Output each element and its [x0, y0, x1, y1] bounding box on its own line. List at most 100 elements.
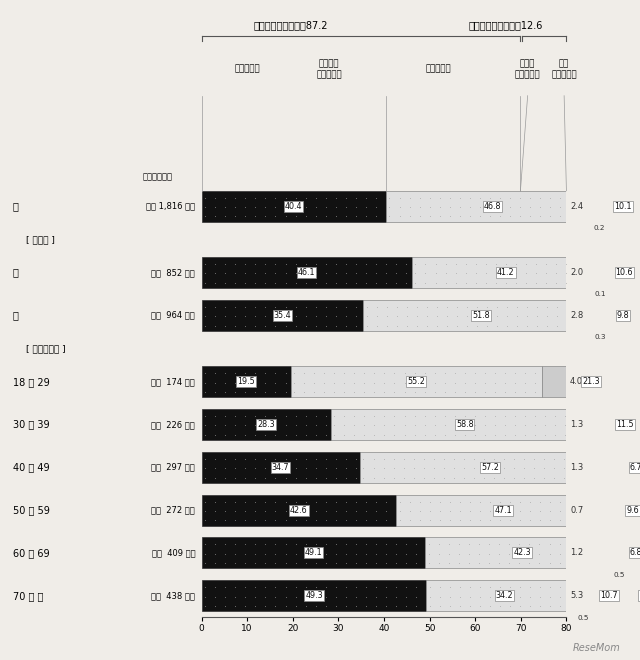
Text: 50 ～ 59: 50 ～ 59 — [13, 505, 50, 515]
Bar — [600, 257, 640, 288]
Text: 数（ 1,816 人）: 数（ 1,816 人） — [146, 202, 195, 211]
Text: ReseMom: ReseMom — [573, 644, 621, 653]
Text: 総: 総 — [13, 201, 19, 211]
Text: 9.8: 9.8 — [616, 311, 629, 320]
Text: 46.1: 46.1 — [298, 268, 316, 277]
Bar — [202, 191, 386, 222]
Text: [ 　性　 ]: [ 性 ] — [26, 235, 54, 244]
Text: 5.3: 5.3 — [639, 591, 640, 600]
Text: 46.8: 46.8 — [484, 202, 501, 211]
Bar — [412, 257, 600, 288]
Text: 1.3: 1.3 — [570, 463, 583, 472]
Text: 34.2: 34.2 — [495, 591, 513, 600]
Bar — [542, 366, 639, 397]
Text: 10.1: 10.1 — [614, 202, 632, 211]
Text: 60 ～ 69: 60 ～ 69 — [13, 548, 49, 558]
Bar — [621, 537, 640, 568]
Text: 2.8: 2.8 — [570, 311, 583, 320]
Bar — [202, 495, 396, 525]
Text: 0.3: 0.3 — [594, 334, 605, 340]
Text: 歳（  226 人）: 歳（ 226 人） — [152, 420, 195, 429]
Text: わからない: わからない — [426, 65, 452, 74]
Text: 男: 男 — [13, 267, 19, 278]
Text: 40.4: 40.4 — [285, 202, 303, 211]
Text: [ 　年　齢　 ]: [ 年 齢 ] — [26, 344, 65, 353]
Text: 関心がない〈小計〉12.6: 関心がない〈小計〉12.6 — [468, 20, 543, 30]
Text: 2.4: 2.4 — [570, 202, 583, 211]
Bar — [634, 580, 640, 611]
Bar — [600, 191, 640, 222]
Text: 49.1: 49.1 — [305, 548, 323, 558]
Bar — [363, 300, 599, 331]
Text: 19.5: 19.5 — [237, 377, 255, 386]
Text: 34.7: 34.7 — [272, 463, 289, 472]
Bar — [599, 409, 640, 440]
Text: 42.3: 42.3 — [513, 548, 531, 558]
Text: 0.1: 0.1 — [594, 291, 605, 298]
Bar — [396, 495, 611, 525]
Text: 55.2: 55.2 — [408, 377, 426, 386]
Text: 58.8: 58.8 — [456, 420, 474, 429]
Bar — [202, 300, 363, 331]
Bar — [202, 452, 360, 482]
Bar — [621, 452, 640, 482]
Text: 70 歳 以: 70 歳 以 — [13, 591, 43, 601]
Text: あまり
関心がない: あまり 関心がない — [515, 59, 540, 79]
Text: 歳（  174 人）: 歳（ 174 人） — [152, 377, 195, 386]
Text: 2.0: 2.0 — [570, 268, 583, 277]
Text: 18 ～ 29: 18 ～ 29 — [13, 377, 49, 387]
Bar — [202, 580, 426, 611]
Text: 歳（  272 人）: 歳（ 272 人） — [152, 506, 195, 515]
Bar — [426, 537, 618, 568]
Text: 6.7: 6.7 — [630, 463, 640, 472]
Text: 全く
関心がない: 全く 関心がない — [551, 59, 577, 79]
Text: 41.2: 41.2 — [497, 268, 515, 277]
Text: 47.1: 47.1 — [495, 506, 512, 515]
Text: 1.2: 1.2 — [570, 548, 583, 558]
Text: 35.4: 35.4 — [273, 311, 291, 320]
Text: 女: 女 — [13, 310, 19, 320]
Text: 9.6: 9.6 — [626, 506, 639, 515]
Text: 10.6: 10.6 — [616, 268, 633, 277]
Text: 性（  852 人）: 性（ 852 人） — [152, 268, 195, 277]
Text: 30 ～ 39: 30 ～ 39 — [13, 420, 49, 430]
Text: 上（  438 人）: 上（ 438 人） — [151, 591, 195, 600]
Text: 40 ～ 49: 40 ～ 49 — [13, 462, 49, 473]
Text: 6.8: 6.8 — [630, 548, 640, 558]
Bar — [202, 537, 426, 568]
Text: 歳（  409 人）: 歳（ 409 人） — [152, 548, 195, 558]
Text: 関心がある: 関心がある — [234, 65, 260, 74]
Text: 歳（  297 人）: 歳（ 297 人） — [152, 463, 195, 472]
Text: 42.6: 42.6 — [290, 506, 308, 515]
Text: 21.3: 21.3 — [582, 377, 600, 386]
Bar — [202, 409, 331, 440]
Bar — [618, 537, 621, 568]
Text: 性（  964 人）: 性（ 964 人） — [152, 311, 195, 320]
Text: 57.2: 57.2 — [481, 463, 499, 472]
Bar — [585, 580, 634, 611]
Bar — [360, 452, 621, 482]
Text: 1.3: 1.3 — [570, 420, 583, 429]
Bar — [426, 580, 582, 611]
Bar — [202, 257, 412, 288]
Text: 49.3: 49.3 — [305, 591, 323, 600]
Text: 11.5: 11.5 — [616, 420, 634, 429]
Text: 関心がある〈小計〉87.2: 関心がある〈小計〉87.2 — [254, 20, 328, 30]
Bar — [202, 366, 291, 397]
Text: 4.0: 4.0 — [570, 377, 583, 386]
Bar — [611, 495, 640, 525]
Bar — [331, 409, 599, 440]
Bar — [582, 580, 585, 611]
Text: 51.8: 51.8 — [472, 311, 490, 320]
Text: 0.5: 0.5 — [578, 614, 589, 620]
Bar — [386, 191, 599, 222]
Text: 0.7: 0.7 — [570, 506, 583, 515]
Text: 28.3: 28.3 — [257, 420, 275, 429]
Text: 0.2: 0.2 — [594, 225, 605, 231]
Bar — [600, 300, 640, 331]
Bar — [291, 366, 542, 397]
Text: ある程度
関心がある: ある程度 関心がある — [316, 59, 342, 79]
Text: 10.7: 10.7 — [600, 591, 618, 600]
Text: 0.5: 0.5 — [614, 572, 625, 578]
Text: （該当者数）: （該当者数） — [143, 172, 173, 182]
